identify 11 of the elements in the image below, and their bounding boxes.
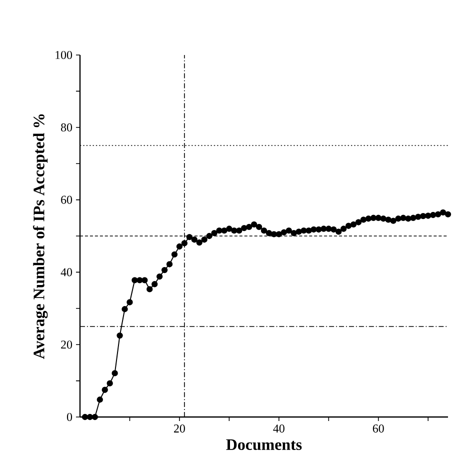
y-tick-label: 60 [61,196,72,204]
y-axis-title: Average Number of IPs Accepted % [32,114,48,359]
x-tick-label: 40 [273,424,284,433]
y-tick-label: 80 [60,123,72,132]
y-tick-label: 40 [60,268,72,276]
x-tick-label: 60 [372,424,384,433]
y-tick-label: 0 [66,412,72,422]
y-tick-label: 100 [56,50,72,60]
x-tick-label: 20 [174,424,185,433]
y-tick-label: 20 [61,340,72,349]
x-axis-title: Documents [226,439,302,450]
